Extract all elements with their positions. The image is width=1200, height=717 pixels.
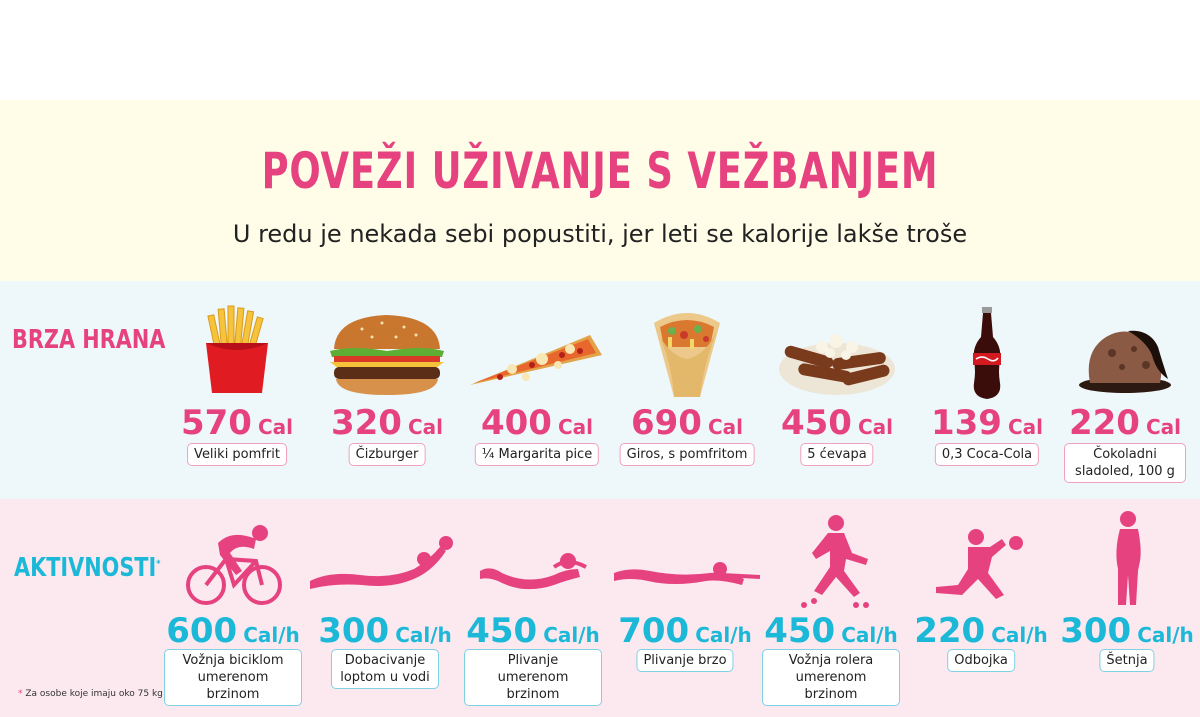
food-calories: 139 bbox=[930, 403, 1002, 443]
activity-unit: Cal/h bbox=[695, 623, 752, 647]
pizza-slice-icon bbox=[470, 335, 602, 385]
food-unit: Cal bbox=[407, 415, 443, 439]
activity-calories: 700 bbox=[618, 611, 690, 651]
activity-unit: Cal/h bbox=[1137, 623, 1194, 647]
food-label: Čokoladni sladoled, 100 g bbox=[1064, 443, 1186, 483]
food-section-label: BRZA HRANA bbox=[12, 325, 166, 355]
volleyball-player-icon bbox=[936, 529, 1023, 599]
activity-unit: Cal/h bbox=[395, 623, 452, 647]
roller-skater-icon bbox=[801, 515, 869, 608]
activity-section: AKTIVNOSTI* 600 Cal/h Vožnja biciklom ume… bbox=[0, 499, 1200, 717]
food-calories: 450 bbox=[780, 403, 852, 443]
food-unit: Cal bbox=[257, 415, 293, 439]
food-calories: 220 bbox=[1068, 403, 1140, 443]
food-label: 5 ćevapa bbox=[800, 443, 874, 466]
activity-calories: 220 bbox=[914, 611, 986, 651]
activity-label: Šetnja bbox=[1099, 649, 1155, 672]
activity-label: Plivanje brzo bbox=[636, 649, 734, 672]
activity-unit: Cal/h bbox=[543, 623, 600, 647]
cyclist-icon bbox=[186, 525, 282, 605]
food-section: BRZA HRANA 570 Cal Veliki pomfrit bbox=[0, 281, 1200, 499]
activity-calories: 300 bbox=[1060, 611, 1132, 651]
walking-woman-icon bbox=[1116, 511, 1141, 605]
activity-section-label: AKTIVNOSTI* bbox=[14, 553, 161, 583]
food-label: 0,3 Coca-Cola bbox=[934, 443, 1040, 466]
fries-icon bbox=[206, 305, 268, 393]
page-title: POVEŽI UŽIVANJE S VEŽBANJEM bbox=[261, 142, 939, 200]
header-band: POVEŽI UŽIVANJE S VEŽBANJEM U redu je ne… bbox=[0, 100, 1200, 281]
activity-label: Vožnja rolera umerenom brzinom bbox=[762, 649, 900, 706]
activity-calories: 450 bbox=[466, 611, 538, 651]
activity-unit: Cal/h bbox=[841, 623, 898, 647]
food-calories: 320 bbox=[330, 403, 402, 443]
food-unit: Cal bbox=[1145, 415, 1181, 439]
activity-unit: Cal/h bbox=[991, 623, 1048, 647]
food-unit: Cal bbox=[707, 415, 743, 439]
cevapi-icon bbox=[779, 334, 895, 395]
activity-calories: 450 bbox=[764, 611, 836, 651]
activity-unit: Cal/h bbox=[243, 623, 300, 647]
gyros-icon bbox=[654, 313, 720, 397]
activity-calories: 300 bbox=[318, 611, 390, 651]
food-unit: Cal bbox=[557, 415, 593, 439]
activity-label: Plivanje umerenom brzinom bbox=[464, 649, 602, 706]
food-calories: 570 bbox=[180, 403, 252, 443]
food-calories: 690 bbox=[630, 403, 702, 443]
cola-bottle-icon bbox=[973, 307, 1001, 399]
footnote: * Za osobe koje imaju oko 75 kg bbox=[18, 689, 163, 699]
water-ball-icon bbox=[310, 536, 453, 589]
food-label: ¼ Margarita pice bbox=[474, 443, 600, 466]
swimmer-icon bbox=[480, 553, 587, 590]
activity-label: Odbojka bbox=[947, 649, 1015, 672]
food-unit: Cal bbox=[857, 415, 893, 439]
food-unit: Cal bbox=[1007, 415, 1043, 439]
ice-cream-icon bbox=[1079, 330, 1171, 393]
activity-calories: 600 bbox=[166, 611, 238, 651]
activity-label: Dobacivanje loptom u vodi bbox=[331, 649, 439, 689]
food-label: Čizburger bbox=[348, 443, 426, 466]
food-label: Giros, s pomfritom bbox=[619, 443, 755, 466]
cheeseburger-icon bbox=[330, 315, 444, 395]
page-subtitle: U redu je nekada sebi popustiti, jer let… bbox=[232, 220, 968, 248]
fast-swimmer-icon bbox=[614, 562, 760, 585]
food-calories: 400 bbox=[480, 403, 552, 443]
food-label: Veliki pomfrit bbox=[187, 443, 287, 466]
activity-label: Vožnja biciklom umerenom brzinom bbox=[164, 649, 302, 706]
